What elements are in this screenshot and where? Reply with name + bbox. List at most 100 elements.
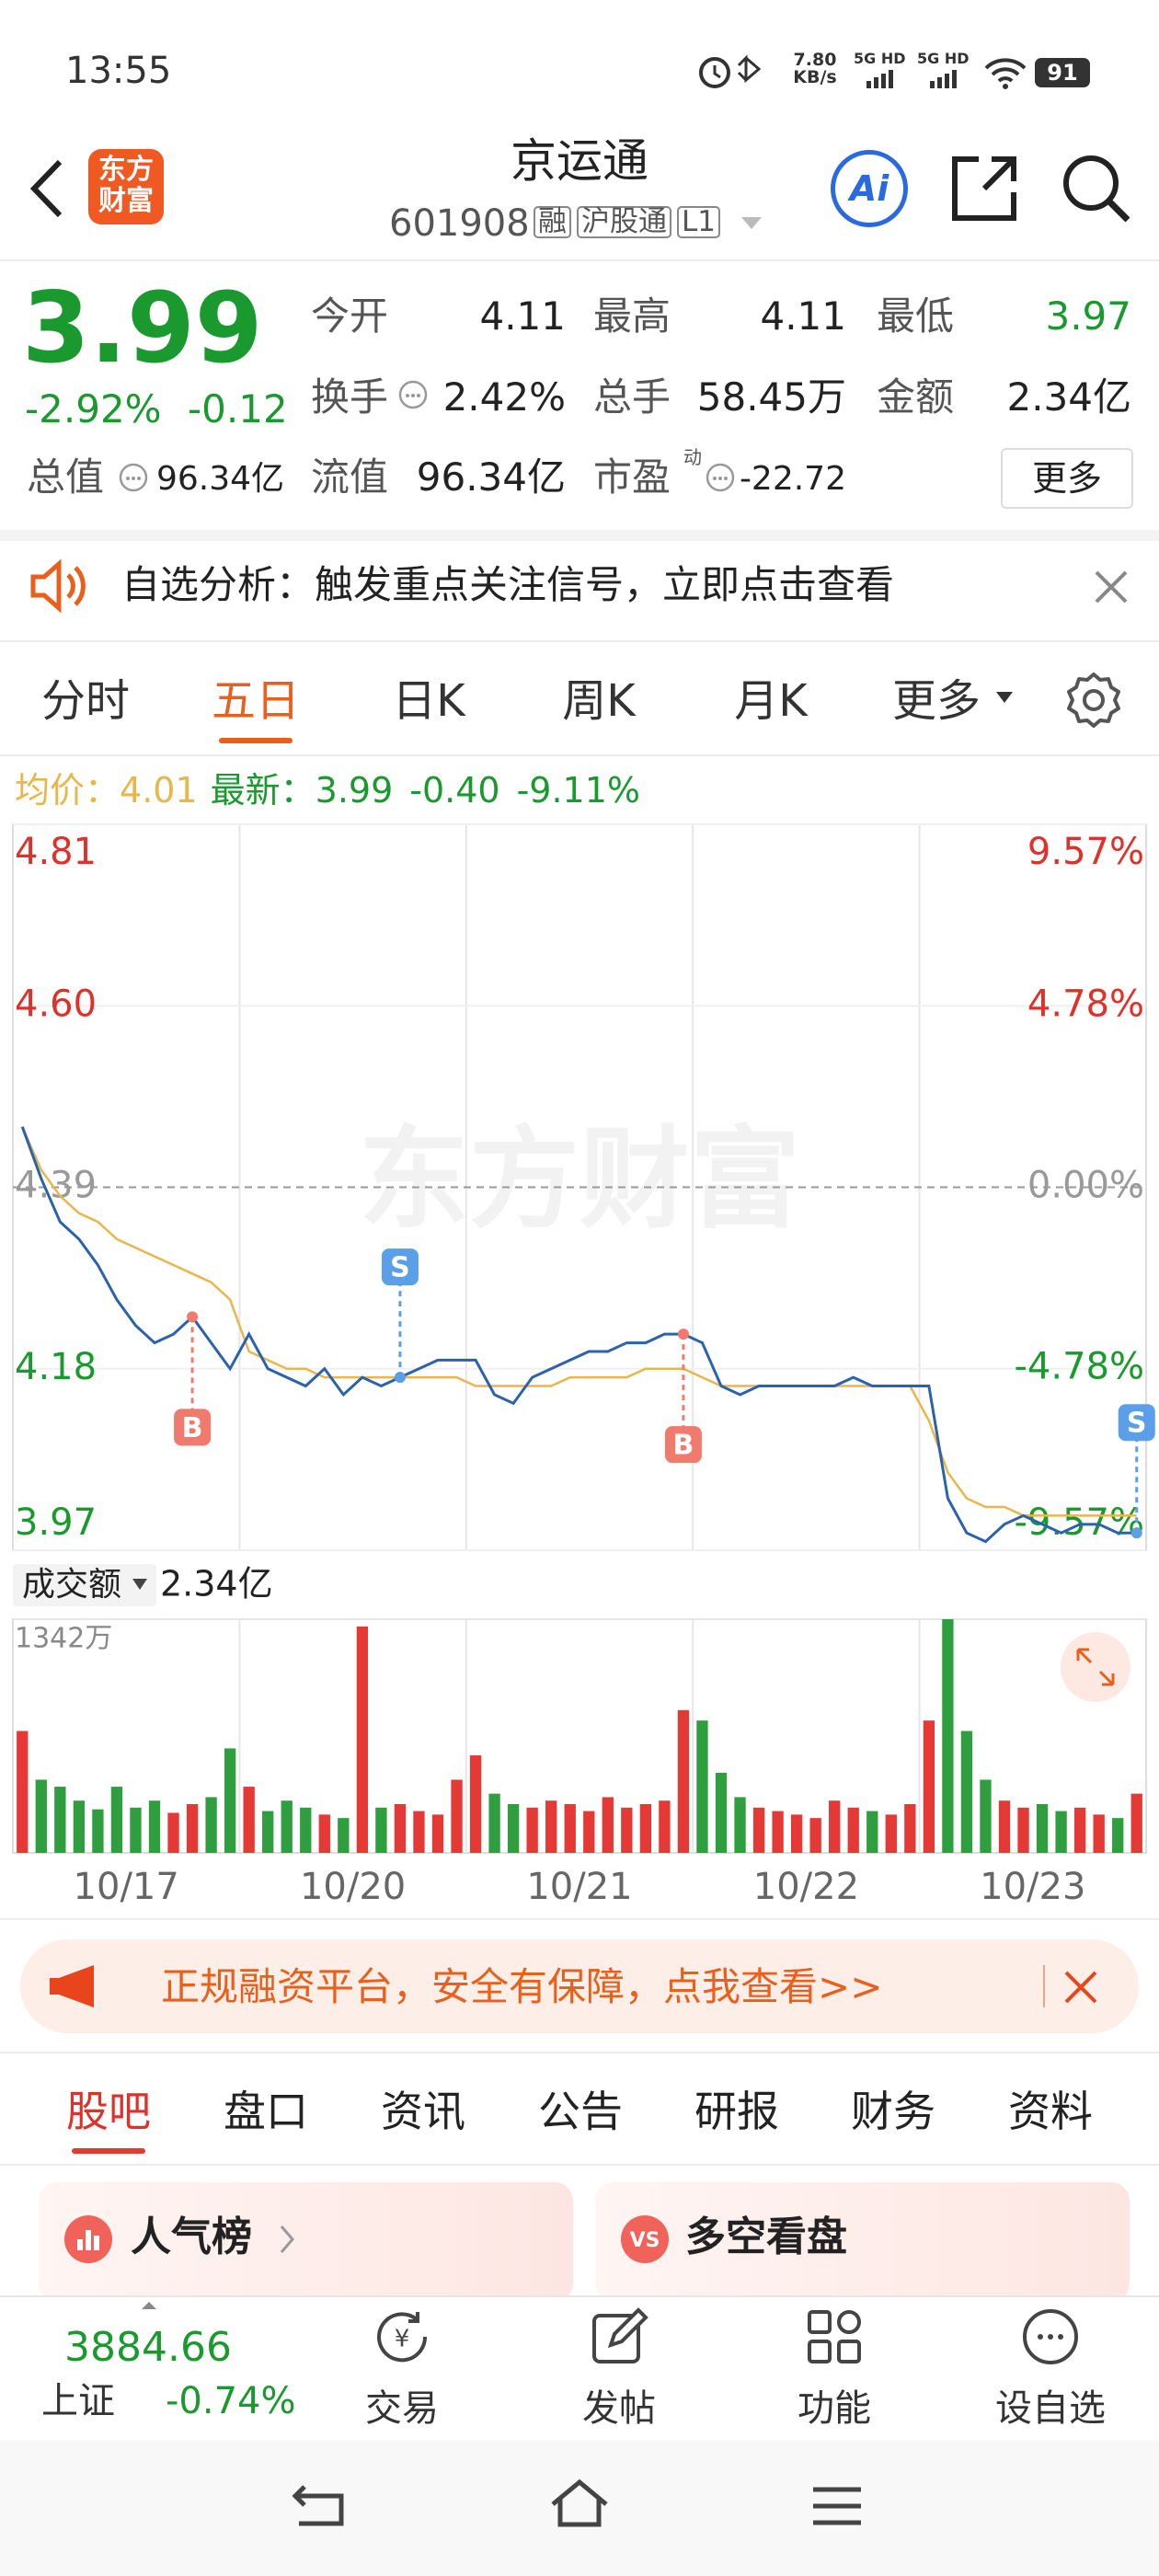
y-tick-label: 4.60	[15, 983, 97, 1025]
speed-unit: KB/s	[793, 67, 837, 87]
volume-bar	[262, 1811, 274, 1853]
banner-text[interactable]: 自选分析：触发重点关注信号，立即点击查看	[121, 562, 895, 607]
tab-active[interactable]: 五日	[211, 675, 300, 727]
watchlist-icon[interactable]	[1020, 2306, 1081, 2367]
change: -0.12	[188, 386, 288, 431]
share-button[interactable]	[947, 152, 1021, 225]
trade-point	[677, 1328, 689, 1340]
clock: 13:55	[65, 50, 172, 92]
more-button[interactable]: 更多	[1001, 448, 1133, 509]
bottom-item[interactable]: 设自选	[995, 2387, 1106, 2430]
svg-text:¥: ¥	[395, 2326, 410, 2353]
ad-text[interactable]: 正规融资平台，安全有保障，点我查看>>	[161, 1964, 883, 2009]
field-value: 4.11	[479, 293, 566, 339]
ai-button[interactable]: Ai	[831, 150, 908, 227]
volume-bar	[602, 1797, 614, 1853]
field-value: 3.97	[1045, 293, 1131, 339]
volume-bar	[752, 1807, 765, 1853]
volume-bar	[488, 1793, 500, 1853]
y-tick-label: 4.18	[15, 1346, 97, 1388]
trade-point	[394, 1372, 406, 1384]
search-button[interactable]	[1060, 152, 1133, 225]
stock-name: 京运通	[511, 134, 648, 188]
expand-icon	[1076, 1648, 1115, 1686]
plot-frame	[12, 1618, 1147, 1854]
menu-nav[interactable]	[809, 2484, 865, 2528]
tab-active[interactable]: 股吧	[66, 2087, 151, 2136]
y2-tick-label: 4.78%	[1027, 983, 1144, 1025]
dropdown[interactable]	[740, 215, 763, 232]
price: 3.99	[22, 271, 263, 385]
tab[interactable]: 资讯	[381, 2087, 465, 2136]
field-value: -22.72	[739, 460, 846, 498]
bottom-item[interactable]: 交易	[365, 2387, 439, 2430]
back-button[interactable]	[23, 156, 69, 221]
speaker-icon	[30, 558, 86, 614]
index-pct[interactable]: -0.74%	[166, 2380, 296, 2422]
tab[interactable]: 更多	[892, 675, 981, 727]
volume-bar	[809, 1818, 821, 1853]
settings-button[interactable]	[1063, 670, 1124, 730]
field-label: 总手	[593, 374, 671, 420]
stock-code: 601908	[389, 202, 530, 245]
chart: 东方财富 3.97 4.18 4.39 4.60 4.81 -9.57% -4.78% 0.00…	[12, 823, 1155, 1908]
close-button[interactable]	[1093, 569, 1130, 605]
y2-tick-label: -9.57%	[1014, 1501, 1144, 1544]
bottom-item[interactable]: 功能	[798, 2387, 871, 2430]
tab[interactable]: 公告	[538, 2087, 623, 2136]
tab[interactable]: 分时	[40, 675, 130, 727]
avg-label: 均价：	[15, 770, 120, 811]
tab[interactable]: 研报	[694, 2087, 779, 2136]
field-label: 最高	[593, 293, 671, 339]
tab[interactable]: 盘口	[224, 2087, 308, 2136]
separator	[1043, 1965, 1045, 2007]
card-title[interactable]: 人气榜	[131, 2214, 252, 2260]
divider	[0, 259, 1159, 261]
close-button[interactable]	[1062, 1969, 1099, 2006]
expand-arrow[interactable]	[140, 2300, 158, 2311]
card-title[interactable]: 多空看盘	[685, 2214, 847, 2260]
index-value[interactable]: 3884.66	[64, 2324, 232, 2371]
tag: 沪股通	[577, 206, 671, 238]
card[interactable]	[39, 2182, 573, 2302]
svg-text:VS: VS	[630, 2229, 660, 2252]
home-nav[interactable]	[547, 2477, 612, 2532]
tab-underline	[219, 738, 293, 743]
index-name[interactable]: 上证	[41, 2380, 115, 2422]
tab[interactable]: 资料	[1008, 2087, 1093, 2136]
volume-bar	[583, 1811, 595, 1853]
tab[interactable]: 月K	[734, 675, 808, 727]
tab[interactable]: 财务	[851, 2087, 935, 2136]
volume-bar	[300, 1807, 312, 1853]
last-change: -0.40	[409, 770, 500, 811]
x-tick-label: 10/17	[74, 1866, 179, 1908]
volume-bar	[1036, 1804, 1049, 1853]
divider	[0, 2164, 1159, 2166]
field-value: 96.34亿	[416, 454, 566, 500]
bottom-item[interactable]: 发帖	[582, 2387, 656, 2430]
volume-bar	[338, 1818, 350, 1853]
trade-icon[interactable]: ¥	[372, 2306, 432, 2367]
divider	[0, 754, 1159, 756]
volume-bar	[677, 1709, 690, 1853]
trade-label: S	[390, 1252, 410, 1284]
volume-bar	[960, 1731, 973, 1853]
tab[interactable]: 周K	[562, 675, 636, 727]
battery: 91	[1035, 58, 1090, 87]
function-icon[interactable]	[804, 2306, 865, 2367]
post-icon[interactable]	[589, 2306, 649, 2367]
volume-bar	[318, 1814, 330, 1853]
field-label: 换手	[311, 374, 389, 420]
card[interactable]	[595, 2182, 1130, 2302]
field-label: 最低	[877, 293, 955, 339]
back-nav[interactable]	[290, 2479, 354, 2531]
volume-bar	[356, 1626, 369, 1853]
ad-banner[interactable]	[20, 1939, 1139, 2033]
divider	[0, 530, 1159, 541]
y-tick-label: 1342万	[15, 1623, 112, 1655]
signal: 5G HD	[917, 50, 970, 67]
volume-bar	[1073, 1807, 1086, 1853]
tab[interactable]: 日K	[392, 675, 465, 727]
volume-bar	[866, 1811, 878, 1853]
trade-label: B	[182, 1412, 203, 1444]
